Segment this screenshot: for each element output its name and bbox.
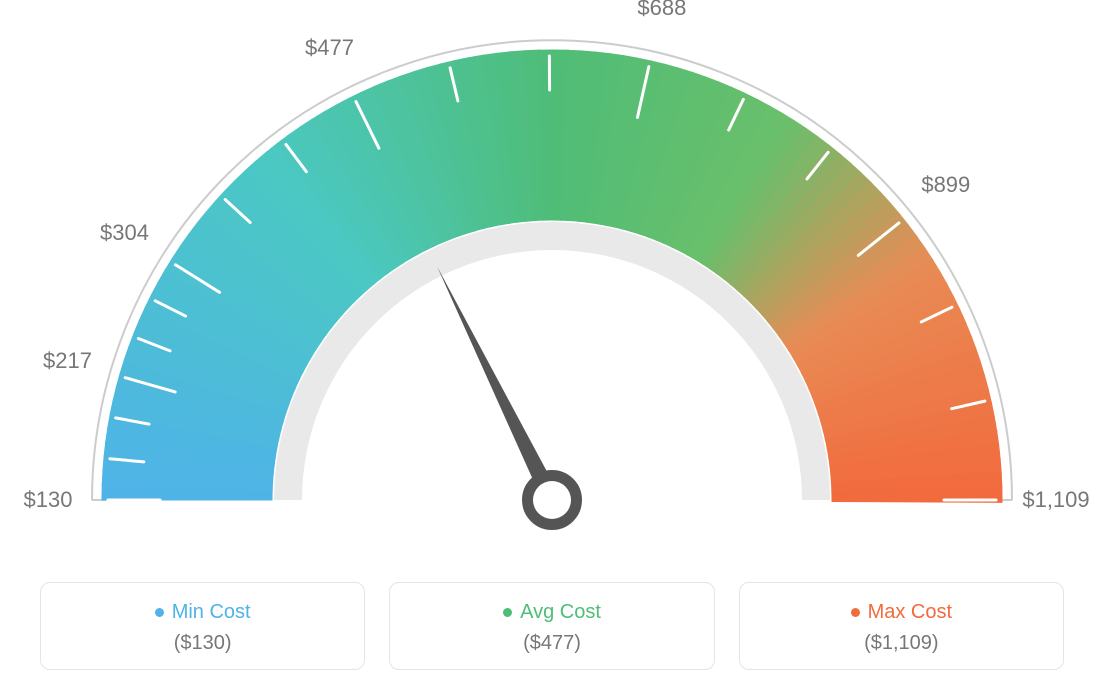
legend-card-max: Max Cost ($1,109) [739, 582, 1064, 670]
legend-value-max: ($1,109) [750, 632, 1053, 655]
legend-value-min: ($130) [51, 632, 354, 655]
dot-icon [851, 608, 860, 617]
gauge-tick-label: $1,109 [1022, 487, 1089, 513]
legend-row: Min Cost ($130) Avg Cost ($477) Max Cost… [0, 582, 1104, 670]
gauge-tick-label: $899 [921, 172, 970, 198]
legend-title-avg: Avg Cost [503, 601, 601, 624]
legend-title-text: Min Cost [172, 601, 251, 624]
legend-card-min: Min Cost ($130) [40, 582, 365, 670]
gauge-chart: $130 $217 $304 $477 $688 $899 $1,109 [0, 0, 1104, 560]
gauge-tick-label: $477 [305, 35, 354, 61]
gauge-tick-label: $217 [43, 348, 92, 374]
gauge-tick-label: $130 [24, 487, 73, 513]
gauge-svg [0, 0, 1104, 560]
legend-title-min: Min Cost [155, 601, 251, 624]
legend-title-text: Max Cost [868, 601, 952, 624]
dot-icon [155, 608, 164, 617]
legend-value-avg: ($477) [400, 632, 703, 655]
dot-icon [503, 608, 512, 617]
gauge-tick-label: $304 [100, 220, 149, 246]
gauge-tick-label: $688 [637, 0, 686, 21]
legend-card-avg: Avg Cost ($477) [389, 582, 714, 670]
legend-title-max: Max Cost [851, 601, 952, 624]
legend-title-text: Avg Cost [520, 601, 601, 624]
